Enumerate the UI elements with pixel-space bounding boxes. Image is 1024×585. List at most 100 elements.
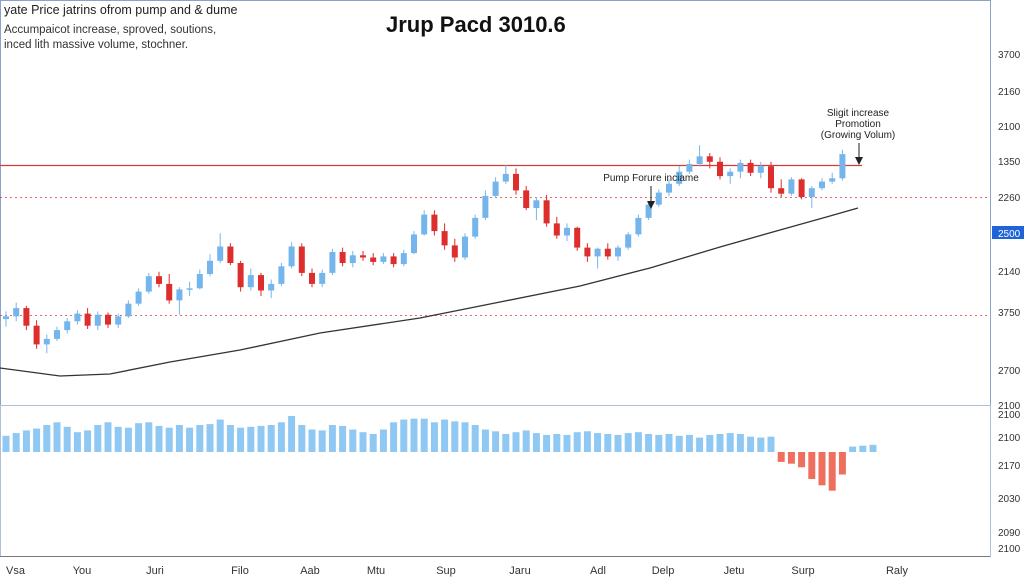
candle-body	[655, 192, 662, 205]
pump-annotation: Pump Forure inciame	[603, 173, 699, 184]
candle-body	[33, 325, 40, 345]
candle-body	[400, 253, 407, 265]
volume-bar	[73, 432, 81, 452]
candle	[543, 194, 550, 227]
candle	[553, 216, 560, 239]
candle	[288, 242, 295, 269]
candle	[196, 269, 203, 290]
volume-bar	[869, 444, 877, 452]
candle	[268, 279, 275, 299]
volume-bar	[532, 433, 540, 452]
candle	[329, 248, 336, 276]
x-tick-label: Aab	[300, 565, 320, 577]
candle	[757, 161, 764, 179]
candle-body	[84, 313, 91, 326]
candle-body	[64, 321, 71, 331]
volume-bar	[573, 432, 581, 452]
volume-bar	[522, 430, 530, 452]
volume-bar	[645, 434, 653, 452]
candle-body	[370, 257, 377, 262]
volume-bar-down	[838, 452, 846, 475]
volume-axis-label: 2100	[998, 544, 1021, 555]
candle-body	[676, 171, 683, 184]
price-axis-label: 2100	[998, 122, 1021, 133]
volume-bar-down	[798, 452, 806, 468]
volume-bar	[716, 434, 724, 452]
volume-bar-down	[818, 452, 826, 486]
candle-body	[176, 289, 183, 301]
price-panel-border	[0, 0, 991, 406]
volume-bar-down	[787, 452, 795, 464]
corner-title: yate Price jatrins ofrom pump and & dume	[4, 3, 238, 17]
candle-body	[431, 214, 438, 232]
candle-body	[635, 217, 642, 235]
candle-body	[686, 164, 693, 172]
candle	[258, 272, 264, 296]
volume-bar	[155, 425, 163, 452]
candle-body	[278, 266, 285, 284]
candle	[33, 320, 40, 349]
candle	[145, 272, 152, 294]
candle-body	[768, 166, 774, 189]
candle	[645, 201, 652, 221]
candle-body	[390, 256, 397, 265]
candle-body	[747, 162, 754, 173]
candle-body	[288, 246, 295, 267]
candle-body	[615, 247, 621, 257]
volume-bar	[43, 425, 51, 452]
candle	[584, 243, 591, 262]
candle	[482, 190, 489, 221]
volume-bar	[563, 434, 571, 452]
candle	[74, 310, 81, 325]
volume-axis-label: 2170	[998, 461, 1021, 472]
x-tick-label: Adl	[590, 565, 606, 577]
volume-bar	[410, 418, 418, 452]
candle-body	[115, 316, 122, 325]
candle	[380, 253, 387, 265]
candle	[186, 281, 193, 296]
candle-body	[553, 223, 560, 236]
candle-body	[482, 195, 489, 218]
volume-bar	[451, 421, 459, 452]
candle	[135, 288, 142, 306]
candle-body	[819, 181, 825, 189]
candle-body	[135, 291, 142, 304]
chart-frame	[0, 0, 991, 557]
x-tick-label: Mtu	[367, 565, 385, 577]
candle	[604, 243, 611, 260]
volume-axis-label: 2100	[998, 410, 1021, 421]
candle	[706, 153, 713, 169]
candle-body	[798, 179, 805, 197]
x-tick-label: Surp	[791, 565, 814, 577]
volume-bar	[634, 432, 642, 452]
candle-body	[727, 171, 734, 177]
volume-bar	[12, 433, 20, 452]
candle	[3, 311, 9, 327]
candle	[298, 243, 305, 277]
candle	[839, 149, 846, 181]
volume-bar	[706, 434, 714, 452]
candle	[319, 269, 326, 288]
candle	[400, 249, 407, 267]
price-axis-label: 2500	[998, 229, 1021, 240]
candle	[462, 233, 468, 260]
volume-bar	[135, 423, 143, 452]
candle	[594, 247, 601, 269]
volume-axis-label: 2090	[998, 528, 1021, 539]
candle-body	[309, 272, 315, 284]
candle-body	[706, 156, 713, 162]
volume-axis-label: 2100	[998, 433, 1021, 444]
volume-bar	[53, 422, 61, 452]
x-tick-label: Sup	[436, 565, 456, 577]
price-axis-highlight-box	[992, 226, 1024, 239]
candle-body	[808, 188, 815, 197]
candle	[666, 179, 672, 196]
candle-body	[349, 255, 356, 263]
candle	[727, 168, 734, 184]
candle-body	[696, 156, 703, 164]
volume-bar	[379, 429, 387, 452]
volume-bar	[757, 437, 765, 452]
volume-bar	[614, 434, 622, 452]
volume-bar	[726, 433, 734, 452]
candle	[278, 263, 285, 287]
